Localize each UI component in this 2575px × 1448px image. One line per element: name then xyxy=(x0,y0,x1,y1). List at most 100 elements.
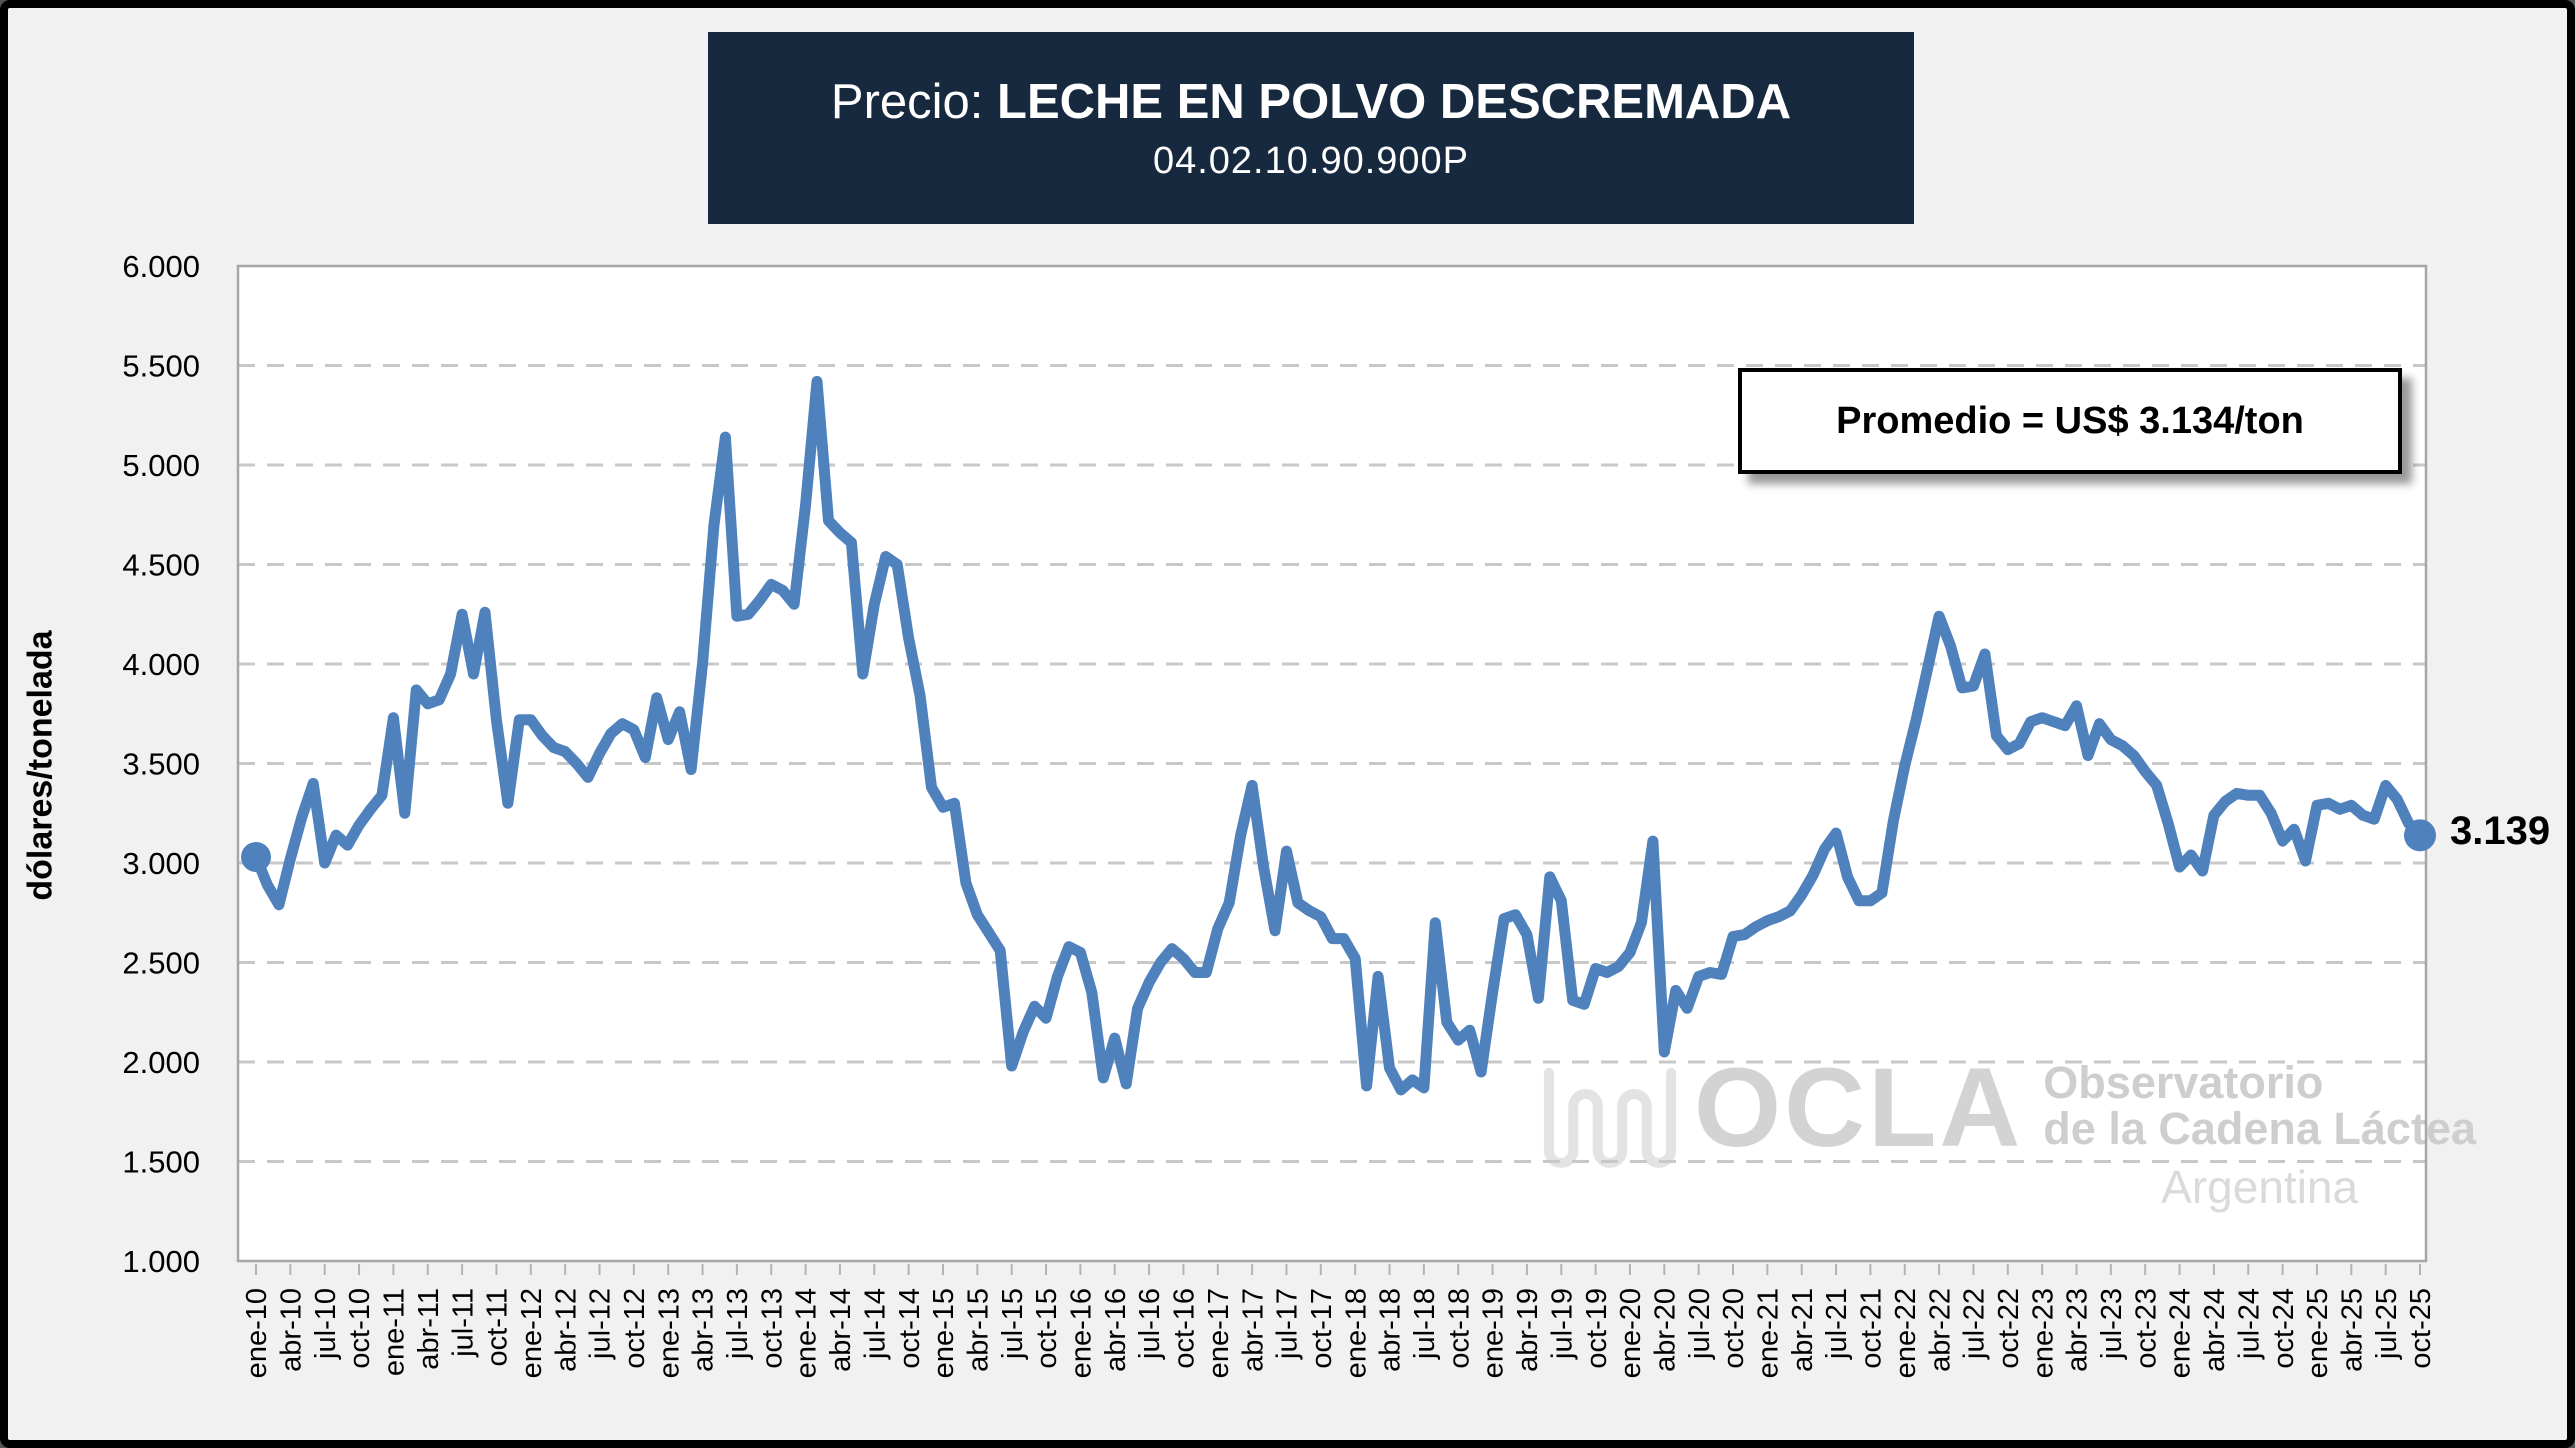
x-tick-label: jul-12 xyxy=(585,1288,617,1360)
series-end-marker xyxy=(2404,819,2436,852)
x-tick-label: jul-11 xyxy=(447,1288,479,1358)
x-tick-label: jul-25 xyxy=(2371,1288,2403,1360)
x-tick-label: ene-22 xyxy=(1890,1288,1922,1378)
svg-text:oct-11: oct-11 xyxy=(482,1288,514,1366)
x-tick-label: oct-14 xyxy=(894,1288,926,1369)
svg-text:oct-15: oct-15 xyxy=(1031,1288,1063,1369)
svg-text:ene-23: ene-23 xyxy=(2027,1288,2059,1378)
x-tick-label: abr-23 xyxy=(2062,1288,2094,1372)
y-tick-label: 4.500 xyxy=(122,548,200,583)
average-annotation-label: Promedio = US$ 3.134/ton xyxy=(1836,399,2304,442)
series-start-marker xyxy=(241,842,271,873)
price-series-line xyxy=(250,375,2426,1096)
svg-text:oct-10: oct-10 xyxy=(344,1288,376,1369)
svg-text:oct-20: oct-20 xyxy=(1718,1288,1750,1369)
x-tick-label: oct-13 xyxy=(756,1288,788,1369)
svg-text:jul-11: jul-11 xyxy=(447,1288,479,1358)
svg-text:ene-21: ene-21 xyxy=(1753,1288,1785,1378)
x-tick-label: ene-17 xyxy=(1203,1288,1235,1378)
svg-text:abr-15: abr-15 xyxy=(962,1288,994,1372)
ocla-subtitle-line2: de la Cadena Láctea xyxy=(2043,1103,2476,1154)
x-tick-label: ene-23 xyxy=(2027,1288,2059,1378)
price-line-chart: 6.000 5.500 5.000 4.500 4.000 3.500 3.000 2.500… xyxy=(122,249,2437,1378)
svg-text:jul-15: jul-15 xyxy=(997,1288,1029,1360)
x-tick-label: ene-15 xyxy=(928,1288,960,1378)
svg-text:ene-11: ene-11 xyxy=(379,1288,411,1376)
svg-text:oct-13: oct-13 xyxy=(756,1288,788,1369)
x-tick-label: ene-12 xyxy=(516,1288,548,1378)
x-tick-label: abr-13 xyxy=(688,1288,720,1372)
x-tick-label: ene-20 xyxy=(1615,1288,1647,1378)
x-tick-label: abr-22 xyxy=(1924,1288,1956,1372)
x-tick-label: abr-19 xyxy=(1512,1288,1544,1372)
x-tick-label: jul-22 xyxy=(1959,1288,1991,1360)
x-tick-label: oct-24 xyxy=(2268,1288,2300,1369)
x-tick-label: abr-14 xyxy=(825,1288,857,1372)
svg-text:abr-14: abr-14 xyxy=(825,1288,857,1372)
svg-text:abr-17: abr-17 xyxy=(1237,1288,1269,1372)
x-tick-label: ene-11 xyxy=(379,1288,411,1376)
svg-text:ene-12: ene-12 xyxy=(516,1288,548,1378)
svg-text:abr-18: abr-18 xyxy=(1375,1288,1407,1372)
x-tick-label: oct-20 xyxy=(1718,1288,1750,1369)
svg-text:ene-10: ene-10 xyxy=(241,1288,273,1378)
page-title: Precio: LECHE EN POLVO DESCREMADA xyxy=(831,74,1791,130)
svg-text:jul-25: jul-25 xyxy=(2371,1288,2403,1360)
x-tick-label: ene-25 xyxy=(2302,1288,2334,1378)
y-axis-title: dólares/tonelada xyxy=(21,630,60,901)
x-tick-label: ene-19 xyxy=(1478,1288,1510,1378)
x-tick-label: jul-18 xyxy=(1409,1288,1441,1360)
x-tick-label: jul-16 xyxy=(1134,1288,1166,1360)
x-tick-label: oct-16 xyxy=(1169,1288,1201,1369)
x-tick-label: abr-17 xyxy=(1237,1288,1269,1372)
x-tick-label: ene-16 xyxy=(1066,1288,1098,1378)
x-tick-label: jul-19 xyxy=(1546,1288,1578,1360)
ocla-subtitle-line1: Observatorio xyxy=(2043,1057,2324,1108)
x-tick-label: abr-11 xyxy=(413,1288,445,1370)
svg-text:abr-11: abr-11 xyxy=(413,1288,445,1370)
svg-text:oct-25: oct-25 xyxy=(2405,1288,2437,1369)
x-tick-label: abr-16 xyxy=(1100,1288,1132,1372)
x-tick-label: ene-21 xyxy=(1753,1288,1785,1378)
y-tick-label: 2.000 xyxy=(122,1045,200,1080)
ocla-country: Argentina xyxy=(2161,1161,2359,1213)
x-tick-label: ene-13 xyxy=(653,1288,685,1378)
svg-text:ene-20: ene-20 xyxy=(1615,1288,1647,1378)
title-product-name: LECHE EN POLVO DESCREMADA xyxy=(997,74,1792,129)
svg-text:oct-12: oct-12 xyxy=(619,1288,651,1369)
svg-text:jul-10: jul-10 xyxy=(310,1288,342,1360)
svg-text:abr-10: abr-10 xyxy=(275,1288,307,1372)
svg-text:oct-17: oct-17 xyxy=(1306,1288,1338,1369)
svg-text:abr-12: abr-12 xyxy=(550,1288,582,1372)
x-tick-label: oct-11 xyxy=(482,1288,514,1366)
svg-text:oct-23: oct-23 xyxy=(2130,1288,2162,1369)
x-tick-label: oct-21 xyxy=(1856,1288,1888,1369)
x-tick-label: jul-14 xyxy=(859,1288,891,1360)
x-tick-label: jul-17 xyxy=(1272,1288,1304,1360)
x-tick-label: abr-10 xyxy=(275,1288,307,1372)
x-tick-label: jul-23 xyxy=(2096,1288,2128,1360)
svg-text:ene-14: ene-14 xyxy=(791,1288,823,1378)
x-tick-label: abr-20 xyxy=(1649,1288,1681,1372)
svg-text:jul-12: jul-12 xyxy=(585,1288,617,1360)
title-box: Precio: LECHE EN POLVO DESCREMADA 04.02.… xyxy=(708,32,1914,224)
y-tick-label: 6.000 xyxy=(122,249,200,284)
svg-text:oct-22: oct-22 xyxy=(1993,1288,2025,1369)
svg-text:jul-16: jul-16 xyxy=(1134,1288,1166,1360)
x-tick-label: oct-15 xyxy=(1031,1288,1063,1369)
x-tick-label: jul-10 xyxy=(310,1288,342,1360)
y-tick-label: 1.000 xyxy=(122,1244,200,1279)
average-annotation-box: Promedio = US$ 3.134/ton xyxy=(1738,368,2402,474)
y-tick-label: 3.000 xyxy=(122,846,200,881)
svg-text:oct-21: oct-21 xyxy=(1856,1288,1888,1369)
svg-text:jul-23: jul-23 xyxy=(2096,1288,2128,1360)
svg-text:jul-22: jul-22 xyxy=(1959,1288,1991,1360)
y-tick-label: 1.500 xyxy=(122,1145,200,1180)
y-tick-label: 5.000 xyxy=(122,448,200,483)
svg-text:ene-22: ene-22 xyxy=(1890,1288,1922,1378)
svg-text:oct-24: oct-24 xyxy=(2268,1288,2300,1369)
svg-text:abr-25: abr-25 xyxy=(2336,1288,2368,1372)
x-tick-label: abr-25 xyxy=(2336,1288,2368,1372)
x-tick-label: oct-12 xyxy=(619,1288,651,1369)
svg-text:ene-19: ene-19 xyxy=(1478,1288,1510,1378)
